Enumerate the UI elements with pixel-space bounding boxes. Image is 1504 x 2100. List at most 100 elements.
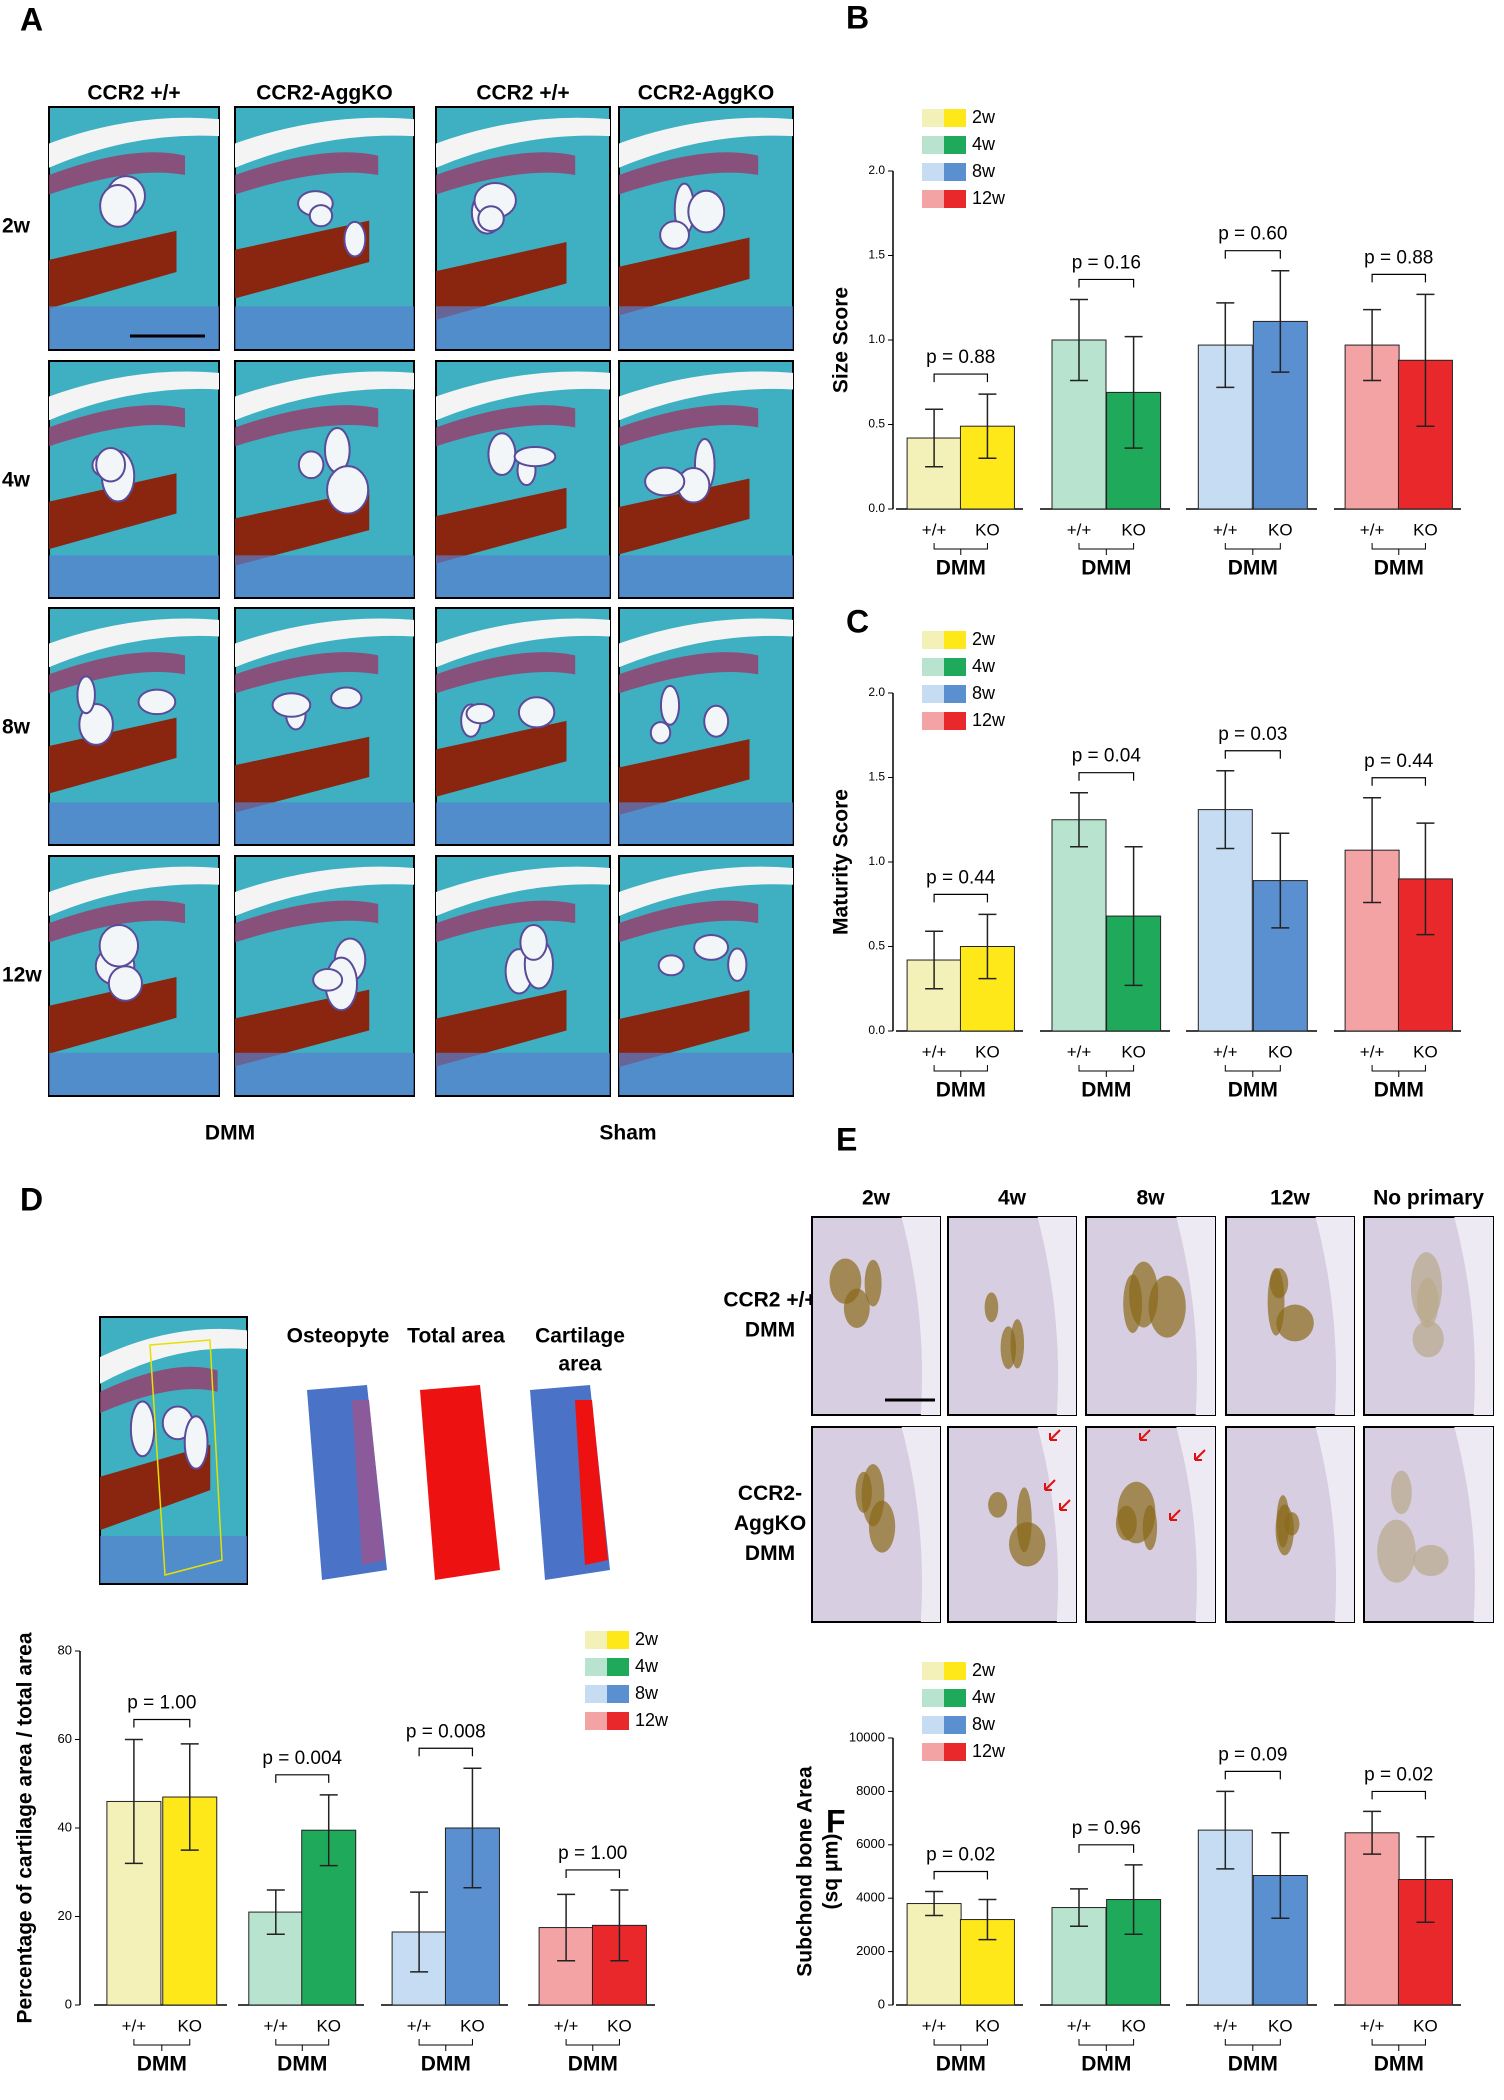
column-header: 12w: [1270, 1187, 1310, 1210]
error-bar: [1216, 1790, 1235, 1870]
marrow-space: [703, 704, 730, 738]
marrow-space: [343, 220, 367, 258]
marrow: [235, 306, 414, 349]
arrow: [1049, 1429, 1061, 1441]
x-tick-label: KO: [1268, 2016, 1293, 2035]
micrograph: [435, 607, 611, 846]
marrow-space: [465, 702, 496, 725]
marrow-space: [644, 466, 686, 497]
p-value: p = 0.04: [1072, 746, 1142, 767]
roi-outline: [149, 1339, 223, 1576]
marrow-space: [107, 965, 143, 1002]
meniscus: [619, 866, 793, 916]
p-value: p = 0.02: [1364, 1764, 1433, 1785]
cartilage: [235, 900, 379, 943]
micrograph: [435, 360, 611, 599]
column-header: 8w: [1136, 1187, 1165, 1210]
marrow: [619, 306, 793, 349]
significance-bracket: [933, 1870, 989, 1880]
group-bracket: [1371, 2039, 1426, 2051]
cartilage: [235, 152, 379, 195]
p-value: p = 0.96: [1072, 1818, 1141, 1839]
growth-plate: [49, 230, 177, 309]
legend-swatch: [922, 109, 944, 127]
cartilage: [100, 1366, 218, 1414]
error-bar: [180, 1743, 199, 1851]
p-value: p = 0.03: [1218, 724, 1287, 745]
marrow: [436, 555, 610, 597]
tissue-edge: [1454, 1217, 1493, 1415]
legend-swatch: [585, 1631, 607, 1649]
marrow-space: [687, 189, 726, 234]
marrow-space: [513, 445, 557, 468]
micrograph: [811, 1216, 941, 1416]
p-value: p = 0.16: [1072, 252, 1141, 273]
significance-bracket: [1371, 777, 1427, 786]
micrograph: [48, 360, 220, 599]
significance-bracket: [133, 1718, 191, 1728]
segmented-region: [420, 1385, 500, 1580]
x-tick-label: KO: [975, 1042, 1000, 1061]
marrow-space: [659, 220, 690, 250]
error-bar: [1271, 269, 1290, 373]
micrograph: [435, 855, 611, 1097]
x-tick-label: +/+: [122, 2016, 147, 2035]
micrograph: [811, 1426, 941, 1623]
micrograph: [947, 1426, 1077, 1623]
group-label: DMM: [1374, 1079, 1424, 1102]
p-value: p = 0.60: [1218, 224, 1287, 245]
micrograph: [234, 360, 415, 599]
legend-label: 2w: [635, 1629, 659, 1649]
bar: [959, 1919, 1015, 2006]
x-tick-label: +/+: [1213, 520, 1238, 539]
significance-bracket: [565, 1869, 621, 1878]
group-label: DMM: [1228, 1079, 1278, 1102]
micrograph: [947, 1216, 1077, 1416]
legend-swatch: [944, 712, 966, 730]
meniscus: [235, 371, 414, 421]
marrow-space: [76, 675, 96, 715]
micrograph: [1085, 1426, 1216, 1623]
marrow-space: [95, 446, 127, 483]
legend-label: 8w: [972, 683, 996, 703]
p-value: p = 0.44: [1364, 751, 1434, 772]
stain: [1412, 1320, 1444, 1358]
tissue-edge: [1315, 1427, 1354, 1622]
column-header: 4w: [998, 1187, 1027, 1210]
stain: [1276, 1304, 1314, 1342]
y-tick-label: 0.0: [868, 1023, 885, 1037]
legend-swatch: [944, 1716, 966, 1734]
column-header: CCR2-AggKO: [638, 82, 775, 105]
marrow-space: [693, 933, 730, 961]
panel-label: B: [846, 0, 869, 35]
marrow: [436, 1052, 610, 1095]
arrow: [1169, 1509, 1181, 1521]
panel-label: F: [826, 1803, 846, 1839]
x-tick-label: KO: [1268, 520, 1293, 539]
y-tick-label: 0.0: [868, 501, 885, 515]
significance-bracket: [418, 1747, 474, 1757]
marrow: [619, 555, 793, 597]
arrow: [1044, 1479, 1056, 1491]
micrograph: [48, 106, 220, 351]
arrow: [1139, 1429, 1151, 1441]
group-bracket: [1371, 543, 1426, 555]
error-bar: [1416, 293, 1435, 427]
stain: [855, 1471, 872, 1513]
panel-label: D: [20, 1181, 43, 1217]
legend-label: 4w: [972, 656, 996, 676]
cartilage: [436, 405, 576, 447]
row-label: CCR2-: [738, 1482, 802, 1505]
x-tick-label: +/+: [922, 520, 947, 539]
x-tick-label: +/+: [554, 2016, 579, 2035]
tissue-edge: [1037, 1217, 1076, 1415]
legend-swatch: [585, 1658, 607, 1676]
error-bar: [1070, 1888, 1088, 1927]
group-label: DMM: [1374, 557, 1424, 580]
growth-plate: [619, 237, 750, 316]
group-bracket: [1078, 1065, 1135, 1077]
p-value: p = 0.88: [1364, 247, 1433, 268]
column-header: No primary: [1373, 1187, 1484, 1210]
x-tick-label: +/+: [1213, 1042, 1238, 1061]
